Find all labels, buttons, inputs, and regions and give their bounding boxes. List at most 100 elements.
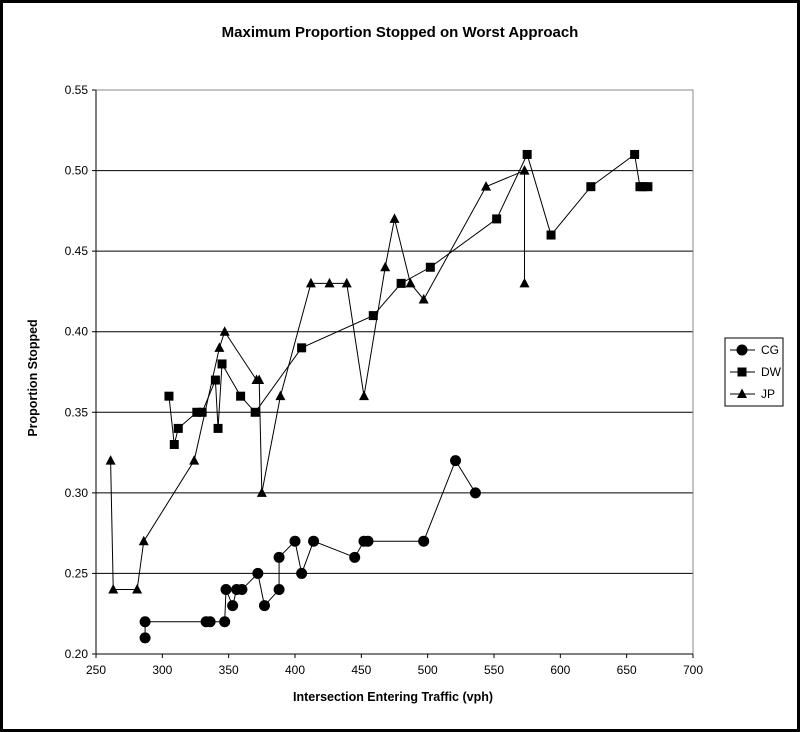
data-point-cg <box>220 584 232 596</box>
data-point-jp <box>256 487 267 497</box>
data-point-dw <box>546 230 556 240</box>
data-point-cg <box>296 567 308 579</box>
chart-frame: Maximum Proportion Stopped on Worst Appr… <box>3 3 797 729</box>
x-tick-label: 400 <box>285 663 305 677</box>
data-point-cg <box>450 455 462 467</box>
data-point-jp <box>219 326 230 336</box>
data-point-jp <box>389 213 400 223</box>
x-tick-label: 550 <box>484 663 504 677</box>
series-line-dw <box>168 153 648 445</box>
data-point-cg <box>139 616 151 628</box>
data-point-cg <box>349 551 361 563</box>
y-tick-label: 0.50 <box>65 164 89 178</box>
series-line-jp <box>110 169 526 591</box>
data-point-jp <box>324 277 335 288</box>
data-point-dw <box>164 391 174 401</box>
series-jp <box>105 165 530 594</box>
y-tick-label: 0.55 <box>65 83 89 97</box>
legend: CG DW JP <box>724 337 784 407</box>
series-dw <box>164 149 653 450</box>
data-point-jp <box>105 455 116 465</box>
data-point-dw <box>396 278 406 288</box>
data-point-dw <box>169 440 179 450</box>
data-point-jp <box>358 390 369 401</box>
y-tick-label: 0.35 <box>65 405 89 419</box>
x-tick-label: 650 <box>617 663 637 677</box>
data-point-jp <box>132 584 143 594</box>
data-point-dw <box>217 359 227 369</box>
x-tick-label: 700 <box>683 663 703 677</box>
chart-title: Maximum Proportion Stopped on Worst Appr… <box>222 24 579 41</box>
data-point-dw <box>586 182 596 192</box>
data-point-cg <box>219 616 231 628</box>
data-point-jp <box>519 165 530 175</box>
y-tick-label: 0.30 <box>65 486 89 500</box>
y-tick-label: 0.25 <box>65 566 89 580</box>
data-point-jp <box>341 277 352 288</box>
data-point-cg <box>252 567 264 579</box>
legend-label: JP <box>761 387 775 401</box>
data-point-cg <box>227 600 239 612</box>
data-point-cg <box>469 487 481 499</box>
y-axis-label: Proportion Stopped <box>26 319 40 436</box>
data-point-dw <box>210 375 220 385</box>
y-tick-label: 0.45 <box>65 244 89 258</box>
data-point-dw <box>297 343 307 353</box>
data-point-cg <box>362 535 374 547</box>
data-point-jp <box>108 584 119 594</box>
data-point-jp <box>214 342 225 352</box>
x-tick-label: 350 <box>219 663 239 677</box>
data-point-cg <box>273 551 285 563</box>
data-point-dw <box>522 149 532 159</box>
data-point-dw <box>425 262 435 272</box>
data-point-cg <box>139 632 151 644</box>
legend-label: CG <box>761 343 779 357</box>
data-point-dw <box>630 149 640 159</box>
x-tick-label: 500 <box>418 663 438 677</box>
data-point-cg <box>308 535 320 547</box>
data-point-dw <box>638 182 648 192</box>
series-group <box>105 149 653 644</box>
legend-item-dw: DW <box>730 365 782 379</box>
legend-marker-square <box>737 367 747 377</box>
data-point-jp <box>519 277 530 288</box>
data-point-jp <box>405 277 416 288</box>
x-axis-label: Intersection Entering Traffic (vph) <box>293 690 493 704</box>
data-point-cg <box>418 535 430 547</box>
series-cg <box>139 455 481 644</box>
data-point-dw <box>492 214 502 224</box>
data-point-cg <box>236 584 248 596</box>
chart-svg: Maximum Proportion Stopped on Worst Appr… <box>26 24 784 704</box>
data-point-dw <box>192 407 202 417</box>
data-point-cg <box>289 535 301 547</box>
data-point-jp <box>481 181 492 191</box>
data-point-cg <box>258 600 270 612</box>
data-point-jp <box>138 535 149 546</box>
y-tick-label: 0.40 <box>65 325 89 339</box>
x-tick-label: 300 <box>152 663 172 677</box>
data-point-dw <box>173 423 183 433</box>
data-point-jp <box>305 277 316 288</box>
data-point-dw <box>236 391 246 401</box>
data-point-jp <box>418 293 429 304</box>
data-point-jp <box>275 390 286 401</box>
x-tick-label: 250 <box>86 663 106 677</box>
data-point-dw <box>213 423 223 433</box>
data-point-dw <box>250 407 260 417</box>
data-point-cg <box>273 584 285 596</box>
x-tick-label: 450 <box>351 663 371 677</box>
data-point-jp <box>189 455 200 465</box>
legend-label: DW <box>761 365 782 379</box>
legend-item-cg: CG <box>730 343 779 357</box>
legend-marker-circle <box>736 344 748 356</box>
y-tick-label: 0.20 <box>65 647 89 661</box>
data-point-jp <box>254 374 265 385</box>
legend-item-jp: JP <box>730 387 775 401</box>
data-point-dw <box>368 311 378 321</box>
data-point-cg <box>204 616 216 628</box>
axes: 0.20 0.25 0.30 0.35 0.40 0.45 0.50 0.55 250 300 35… <box>65 83 704 677</box>
data-point-dw <box>643 182 653 192</box>
gridlines <box>96 89 693 574</box>
plot-area <box>95 89 694 655</box>
x-tick-label: 600 <box>550 663 570 677</box>
